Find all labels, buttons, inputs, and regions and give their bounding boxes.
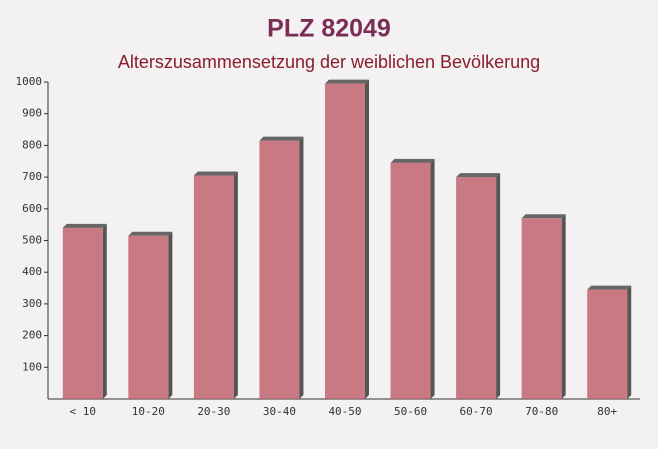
bar [521,218,562,399]
chart-title: PLZ 82049 [267,15,391,43]
bar-top [587,285,632,290]
y-tick-label: 700 [22,170,42,183]
bar [259,140,300,399]
bar-side [496,173,501,399]
x-tick-label: < 10 [70,405,97,418]
x-tick-label: 20-30 [197,405,230,418]
bar [62,227,103,399]
x-tick-label: 80+ [597,405,617,418]
y-tick-label: 200 [22,329,42,342]
y-tick-label: 300 [22,297,42,310]
x-tick-label: 30-40 [263,405,296,418]
x-tick-label: 10-20 [132,405,165,418]
bar [325,83,365,400]
bar-top [456,173,501,178]
bar-top [325,79,369,84]
y-tick-label: 900 [22,107,42,120]
bar-side [233,171,238,399]
y-tick-label: 600 [22,202,42,215]
bar-side [102,223,107,399]
y-tick-label: 800 [22,138,42,151]
x-tick-label: 60-70 [460,405,493,418]
bar-side [365,79,369,400]
bar-top [128,231,173,236]
x-tick-label: 70-80 [525,405,558,418]
y-tick-label: 400 [22,265,42,278]
y-tick-label: 100 [22,360,42,373]
bar [390,162,431,399]
chart-subtitle: Alterszusammensetzung der weiblichen Bev… [118,52,540,72]
y-tick-label: 500 [22,234,42,247]
bar [193,175,234,399]
bar-top [521,214,566,219]
bar-top [62,223,107,228]
bar-top [259,136,304,141]
bar-side [627,285,632,399]
y-tick-label: 1000 [16,75,43,88]
bar [456,177,497,399]
bar-top [390,158,435,163]
bar-top [193,171,238,176]
bar-side [299,136,304,399]
bar [587,289,628,399]
bar-side [430,158,435,399]
bar-side [561,214,566,399]
x-tick-label: 40-50 [328,405,361,418]
bar-side [168,231,173,399]
x-tick-label: 50-60 [394,405,427,418]
bar [128,235,169,399]
